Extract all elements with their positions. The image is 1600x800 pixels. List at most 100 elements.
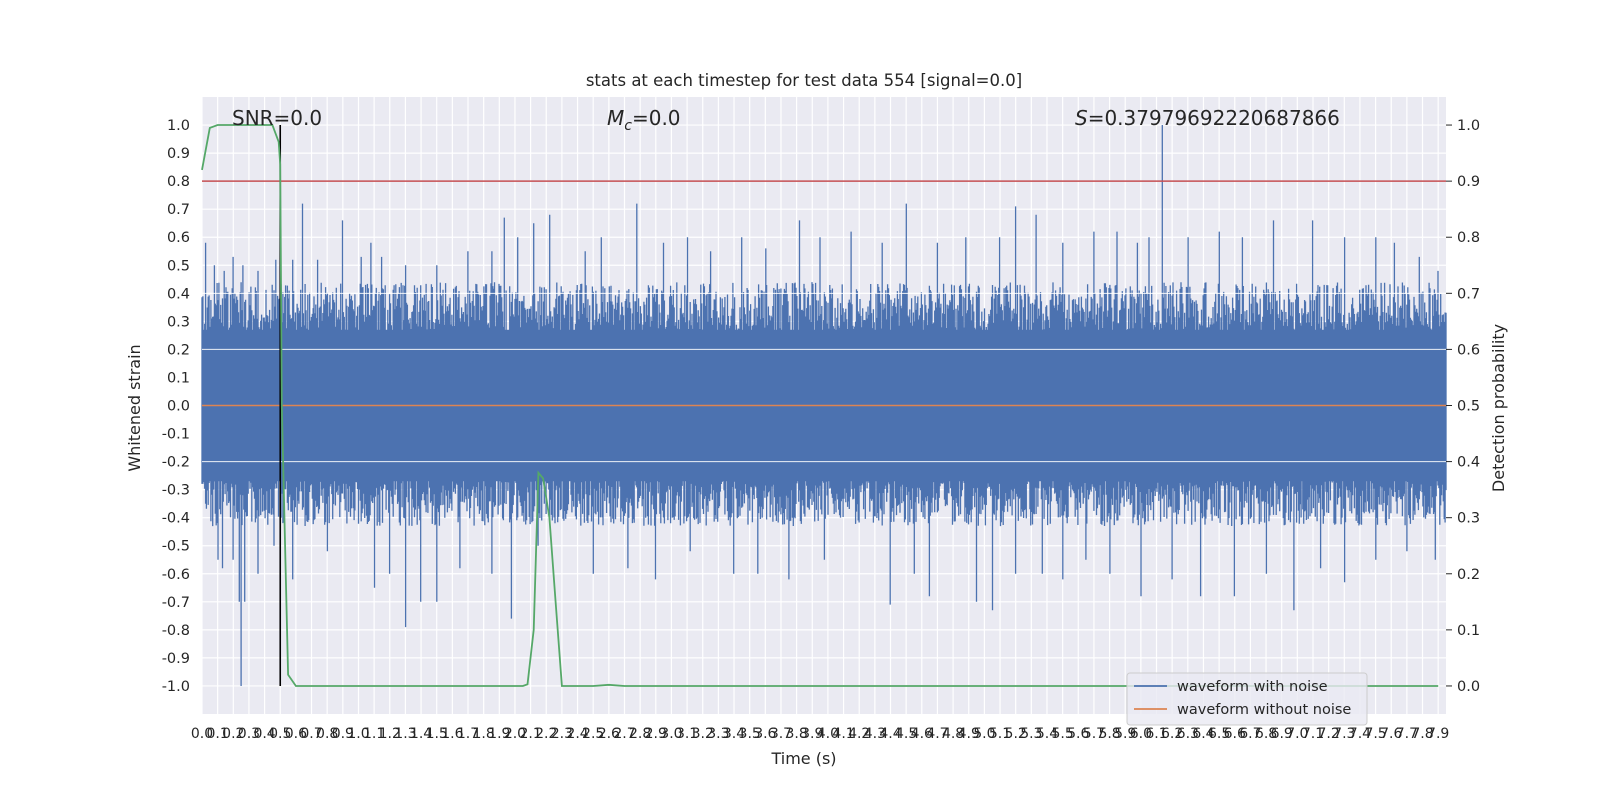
y2-tick-label: 0.6: [1457, 342, 1480, 358]
y-tick-label: 0.4: [167, 286, 190, 302]
y2-tick-label: 0.1: [1457, 623, 1480, 639]
x-tick-label: 5.3: [1020, 726, 1042, 742]
x-tick-label: 3.5: [739, 726, 761, 742]
y-tick-label: 0.3: [167, 314, 190, 330]
annotation-s: S=0.37979692220687866: [1075, 106, 1340, 130]
x-tick-label: 0.7: [300, 726, 322, 742]
x-tick-label: 5.1: [989, 726, 1011, 742]
x-tick-label: 1.1: [363, 726, 385, 742]
y2-tick-label: 0.8: [1457, 230, 1480, 246]
x-tick-label: 6.4: [1192, 726, 1214, 742]
x-tick-label: 0.0: [191, 726, 213, 742]
x-tick-label: 1.5: [426, 726, 448, 742]
annotation-s-var: S: [1075, 106, 1088, 130]
y-tick-label: 0.8: [167, 174, 190, 190]
y-tick-label: -0.1: [162, 427, 190, 443]
x-tick-label: 6.6: [1224, 726, 1246, 742]
x-tick-label: 5.4: [1036, 726, 1058, 742]
y2-tick-label: 0.2: [1457, 567, 1480, 583]
x-tick-label: 7.8: [1411, 726, 1433, 742]
x-tick-label: 6.2: [1161, 726, 1183, 742]
x-tick-label: 7.2: [1318, 726, 1340, 742]
x-tick-label: 0.8: [316, 726, 338, 742]
x-tick-label: 5.6: [1067, 726, 1089, 742]
y-axis-label: Whitened strain: [125, 344, 144, 471]
x-tick-label: 3.2: [692, 726, 714, 742]
x-tick-label: 6.5: [1208, 726, 1230, 742]
y-tick-label: -0.7: [162, 595, 190, 611]
x-tick-label: 6.0: [1130, 726, 1152, 742]
x-tick-label: 7.3: [1333, 726, 1355, 742]
x-tick-label: 7.7: [1396, 726, 1418, 742]
x-tick-label: 4.3: [864, 726, 886, 742]
y2-tick-label: 0.0: [1457, 679, 1480, 695]
x-tick-label: 3.3: [707, 726, 729, 742]
x-tick-label: 4.1: [832, 726, 854, 742]
x-axis-label: Time (s): [770, 749, 836, 768]
x-tick-label: 4.8: [942, 726, 964, 742]
x-tick-label: 3.8: [785, 726, 807, 742]
x-tick-label: 4.6: [911, 726, 933, 742]
x-tick-label: 0.4: [253, 726, 275, 742]
y-tick-label: 0.9: [167, 146, 190, 162]
y-tick-label: 0.6: [167, 230, 190, 246]
x-tick-label: 6.7: [1239, 726, 1261, 742]
x-tick-label: 4.4: [879, 726, 901, 742]
x-tick-label: 1.7: [457, 726, 479, 742]
x-tick-label: 4.7: [926, 726, 948, 742]
x-tick-label: 4.2: [848, 726, 870, 742]
x-tick-label: 2.6: [598, 726, 620, 742]
x-tick-label: 1.0: [347, 726, 369, 742]
x-tick-label: 2.2: [535, 726, 557, 742]
y2-tick-label: 0.3: [1457, 511, 1480, 527]
x-tick-label: 0.2: [222, 726, 244, 742]
x-tick-label: 1.9: [488, 726, 510, 742]
x-tick-label: 5.0: [973, 726, 995, 742]
annotation-mc-var: M: [607, 106, 624, 130]
x-tick-label: 2.9: [645, 726, 667, 742]
x-tick-label: 6.1: [1145, 726, 1167, 742]
y-tick-label: -1.0: [162, 679, 190, 695]
y-tick-label: 0.1: [167, 370, 190, 386]
x-tick-label: 5.7: [1083, 726, 1105, 742]
annotation-snr: SNR=0.0: [232, 106, 322, 130]
y-tick-label: -0.3: [162, 483, 190, 499]
x-tick-label: 0.9: [332, 726, 354, 742]
x-tick-label: 3.4: [723, 726, 745, 742]
legend: waveform with noise waveform without noi…: [1126, 672, 1368, 726]
y-tick-label: -0.6: [162, 567, 190, 583]
y2-tick-label: 0.7: [1457, 286, 1480, 302]
annotation-s-rest: =0.37979692220687866: [1088, 106, 1340, 130]
x-tick-label: 1.3: [394, 726, 416, 742]
y2-axis-label: Detection probability: [1489, 324, 1508, 492]
y2-tick-label: 0.5: [1457, 399, 1480, 415]
annotation-mc: Mc=0.0: [607, 106, 681, 134]
x-tick-label: 3.9: [801, 726, 823, 742]
x-tick-label: 3.6: [754, 726, 776, 742]
x-tick-label: 7.0: [1286, 726, 1308, 742]
x-tick-label: 3.0: [660, 726, 682, 742]
x-tick-label: 5.2: [1005, 726, 1027, 742]
y2-tick-label: 0.9: [1457, 174, 1480, 190]
y2-tick-label: 1.0: [1457, 118, 1480, 134]
y-tick-label: -0.8: [162, 623, 190, 639]
x-tick-label: 2.8: [629, 726, 651, 742]
x-tick-label: 7.1: [1302, 726, 1324, 742]
x-tick-label: 1.8: [473, 726, 495, 742]
legend-label-clean: waveform without noise: [1177, 702, 1351, 718]
legend-label-noise: waveform with noise: [1177, 679, 1328, 695]
x-tick-label: 1.6: [441, 726, 463, 742]
x-tick-label: 3.7: [770, 726, 792, 742]
chart-title: stats at each timestep for test data 554…: [586, 71, 1022, 90]
x-tick-label: 1.2: [379, 726, 401, 742]
x-tick-label: 7.5: [1364, 726, 1386, 742]
y-tick-label: -0.2: [162, 455, 190, 471]
annotation-mc-rest: =0.0: [632, 106, 681, 130]
x-tick-label: 6.8: [1255, 726, 1277, 742]
x-tick-label: 2.3: [551, 726, 573, 742]
x-tick-label: 7.4: [1349, 726, 1371, 742]
x-tick-label: 0.6: [285, 726, 307, 742]
x-tick-label: 5.5: [1051, 726, 1073, 742]
legend-box: [1126, 672, 1368, 726]
x-tick-label: 5.9: [1114, 726, 1136, 742]
